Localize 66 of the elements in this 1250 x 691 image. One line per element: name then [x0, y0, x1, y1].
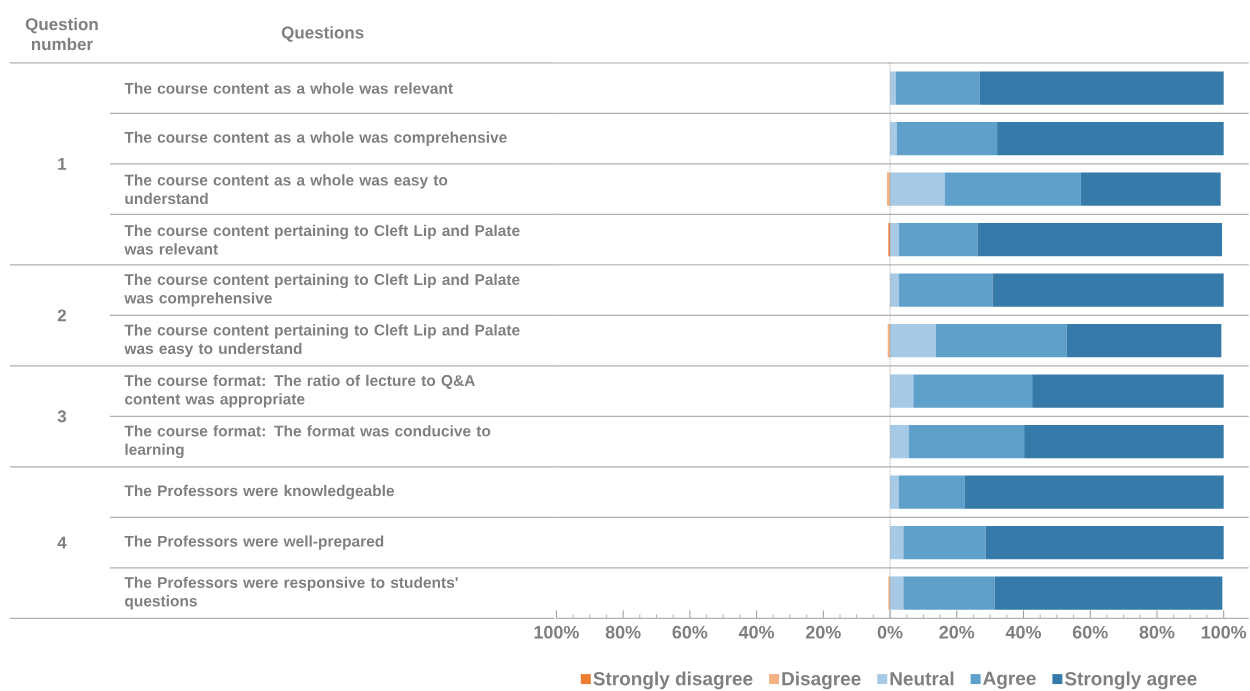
- bar: [903, 526, 986, 560]
- x-tick-label: 60%: [1072, 625, 1108, 639]
- bar: [903, 576, 995, 610]
- text: 1: [58, 158, 67, 170]
- bar: [898, 475, 965, 509]
- x-tick-label: 80%: [605, 625, 641, 639]
- bar: [913, 374, 1033, 408]
- bar: [890, 374, 914, 408]
- bar: [979, 71, 1224, 105]
- bar: [890, 223, 900, 257]
- bar: [1032, 374, 1224, 408]
- bar: [890, 172, 945, 206]
- text: 4: [57, 536, 67, 549]
- legend-label: Disagree: [782, 671, 861, 690]
- bar: [994, 576, 1223, 610]
- y-tick-label: The course format: The ratio of lecture to Q&A content was appropriate: [124, 374, 475, 408]
- bar: [997, 122, 1224, 156]
- x-tick-label: 80%: [1139, 625, 1175, 639]
- legend-label: Agree: [983, 671, 1036, 690]
- y-tick-label: The Professors were well-prepared: [124, 535, 384, 550]
- y-tick-label: The course content as a whole was easy to understand: [124, 174, 448, 205]
- text: Questions: [281, 26, 364, 42]
- x-tick-label: 20%: [805, 625, 841, 639]
- text: 3: [57, 410, 67, 423]
- bar: [944, 172, 1081, 206]
- bar: [890, 273, 900, 307]
- bar: [977, 223, 1223, 257]
- y-tick-label: The course content pertaining to Cleft Lip and Palate was comprehensive: [124, 273, 520, 307]
- y-tick-label: The course content as a whole was relevant: [124, 82, 453, 95]
- bar: [1024, 425, 1224, 459]
- legend-label: Strongly agree: [1064, 671, 1197, 690]
- bar: [899, 273, 993, 307]
- y-tick-label: The course format: The format was conducive to learning: [124, 425, 491, 459]
- y-tick-label: The course content as a whole was comprehensive: [124, 131, 507, 147]
- bar: [890, 425, 909, 459]
- x-tick-label: 100%: [1201, 625, 1247, 639]
- bar: [890, 324, 936, 358]
- x-tick-label: 20%: [939, 625, 975, 639]
- bar: [992, 273, 1224, 307]
- x-tick-label: 40%: [1005, 625, 1042, 639]
- bar: [890, 122, 897, 156]
- text: 2: [57, 309, 66, 322]
- bar: [964, 475, 1224, 509]
- bar: [890, 576, 904, 610]
- bar: [985, 526, 1224, 560]
- text: Question number: [25, 17, 98, 51]
- bar: [908, 425, 1025, 459]
- bar: [890, 475, 899, 509]
- bar: [890, 526, 904, 560]
- bar: [1080, 172, 1221, 206]
- bar: [895, 71, 980, 105]
- x-tick-label: 40%: [738, 625, 775, 639]
- y-tick-label: The Professors were responsive to students' questions: [124, 576, 458, 610]
- bar: [899, 223, 978, 257]
- bar: [890, 71, 896, 105]
- legend-label: Strongly disagree: [593, 671, 753, 690]
- x-tick-label: 100%: [534, 625, 579, 639]
- bar: [896, 122, 998, 156]
- bar: [935, 324, 1067, 358]
- y-tick-label: The course content pertaining to Cleft Lip and Palate was easy to understand: [124, 324, 520, 358]
- y-tick-label: The Professors were knowledgeable: [124, 485, 395, 500]
- y-tick-label: The course content pertaining to Cleft Lip and Palate was relevant: [124, 224, 520, 255]
- x-tick-label: 0%: [877, 625, 903, 639]
- legend-label: Neutral: [890, 671, 954, 686]
- x-tick-label: 60%: [672, 625, 708, 639]
- bar: [1066, 324, 1222, 358]
